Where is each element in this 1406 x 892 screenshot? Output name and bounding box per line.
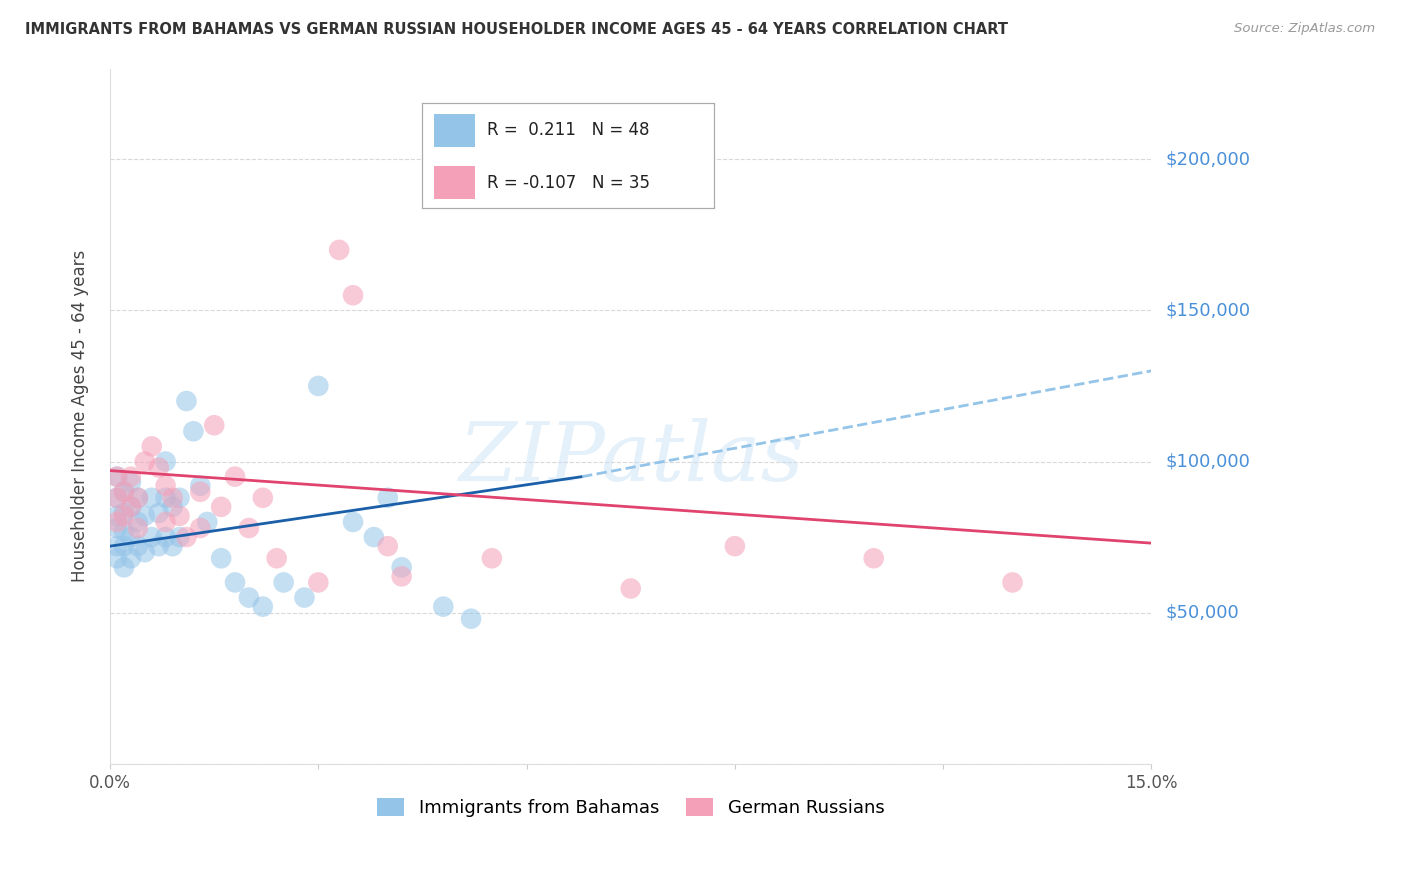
Point xyxy=(120,475,142,490)
Point xyxy=(1001,575,1024,590)
Point xyxy=(155,479,177,493)
Point xyxy=(294,591,316,605)
Point xyxy=(120,530,142,544)
Point xyxy=(134,454,156,468)
Point xyxy=(120,500,142,514)
Point xyxy=(252,491,274,505)
Point xyxy=(120,469,142,483)
Point xyxy=(112,508,135,523)
Point xyxy=(307,379,329,393)
Point xyxy=(620,582,643,596)
Point xyxy=(724,539,747,553)
Point xyxy=(112,506,135,520)
Point xyxy=(105,491,128,505)
Point xyxy=(112,539,135,553)
Point xyxy=(252,599,274,614)
Point xyxy=(342,288,364,302)
Point xyxy=(127,515,149,529)
Point xyxy=(112,560,135,574)
Point xyxy=(105,469,128,483)
Point xyxy=(105,508,128,523)
Point xyxy=(155,515,177,529)
Point xyxy=(188,484,211,499)
Point xyxy=(266,551,288,566)
Point xyxy=(391,560,413,574)
Text: $100,000: $100,000 xyxy=(1166,452,1250,470)
Point xyxy=(188,521,211,535)
Point xyxy=(183,425,205,439)
Point xyxy=(209,500,232,514)
Point xyxy=(134,508,156,523)
Point xyxy=(162,500,184,514)
Point xyxy=(112,484,135,499)
Point xyxy=(155,491,177,505)
Y-axis label: Householder Income Ages 45 - 64 years: Householder Income Ages 45 - 64 years xyxy=(72,250,89,582)
Point xyxy=(105,469,128,483)
Point xyxy=(148,506,170,520)
Point xyxy=(127,539,149,553)
Point xyxy=(127,521,149,535)
Point xyxy=(105,491,128,505)
Point xyxy=(141,491,163,505)
Point xyxy=(120,500,142,514)
Point xyxy=(169,530,191,544)
Point xyxy=(195,515,218,529)
Point xyxy=(460,612,482,626)
Text: IMMIGRANTS FROM BAHAMAS VS GERMAN RUSSIAN HOUSEHOLDER INCOME AGES 45 - 64 YEARS : IMMIGRANTS FROM BAHAMAS VS GERMAN RUSSIA… xyxy=(25,22,1008,37)
Text: ZIPatlas: ZIPatlas xyxy=(458,417,803,498)
Point xyxy=(162,539,184,553)
Point xyxy=(105,515,128,529)
Point xyxy=(141,439,163,453)
Point xyxy=(273,575,295,590)
Point xyxy=(342,515,364,529)
Point xyxy=(127,491,149,505)
Point xyxy=(169,508,191,523)
Text: $150,000: $150,000 xyxy=(1166,301,1250,319)
Point xyxy=(112,524,135,538)
Point xyxy=(148,539,170,553)
Point xyxy=(224,575,246,590)
Point xyxy=(155,454,177,468)
Point xyxy=(202,418,225,433)
Point xyxy=(162,491,184,505)
Point xyxy=(238,521,260,535)
Point xyxy=(148,460,170,475)
Point xyxy=(169,491,191,505)
Text: Source: ZipAtlas.com: Source: ZipAtlas.com xyxy=(1234,22,1375,36)
Point xyxy=(224,469,246,483)
Point xyxy=(862,551,884,566)
Point xyxy=(307,575,329,590)
Point xyxy=(391,569,413,583)
Point xyxy=(120,551,142,566)
Point xyxy=(328,243,350,257)
Text: $200,000: $200,000 xyxy=(1166,150,1250,169)
Point xyxy=(105,521,128,535)
Point xyxy=(127,491,149,505)
Point xyxy=(105,551,128,566)
Point xyxy=(481,551,503,566)
Point xyxy=(155,530,177,544)
Legend: Immigrants from Bahamas, German Russians: Immigrants from Bahamas, German Russians xyxy=(370,790,891,824)
Point xyxy=(112,484,135,499)
Point xyxy=(141,530,163,544)
Point xyxy=(363,530,385,544)
Point xyxy=(188,479,211,493)
Point xyxy=(134,545,156,559)
Point xyxy=(377,539,399,553)
Point xyxy=(377,491,399,505)
Point xyxy=(105,539,128,553)
Text: $50,000: $50,000 xyxy=(1166,604,1239,622)
Point xyxy=(209,551,232,566)
Point xyxy=(432,599,454,614)
Point xyxy=(176,530,198,544)
Point xyxy=(238,591,260,605)
Point xyxy=(176,394,198,409)
